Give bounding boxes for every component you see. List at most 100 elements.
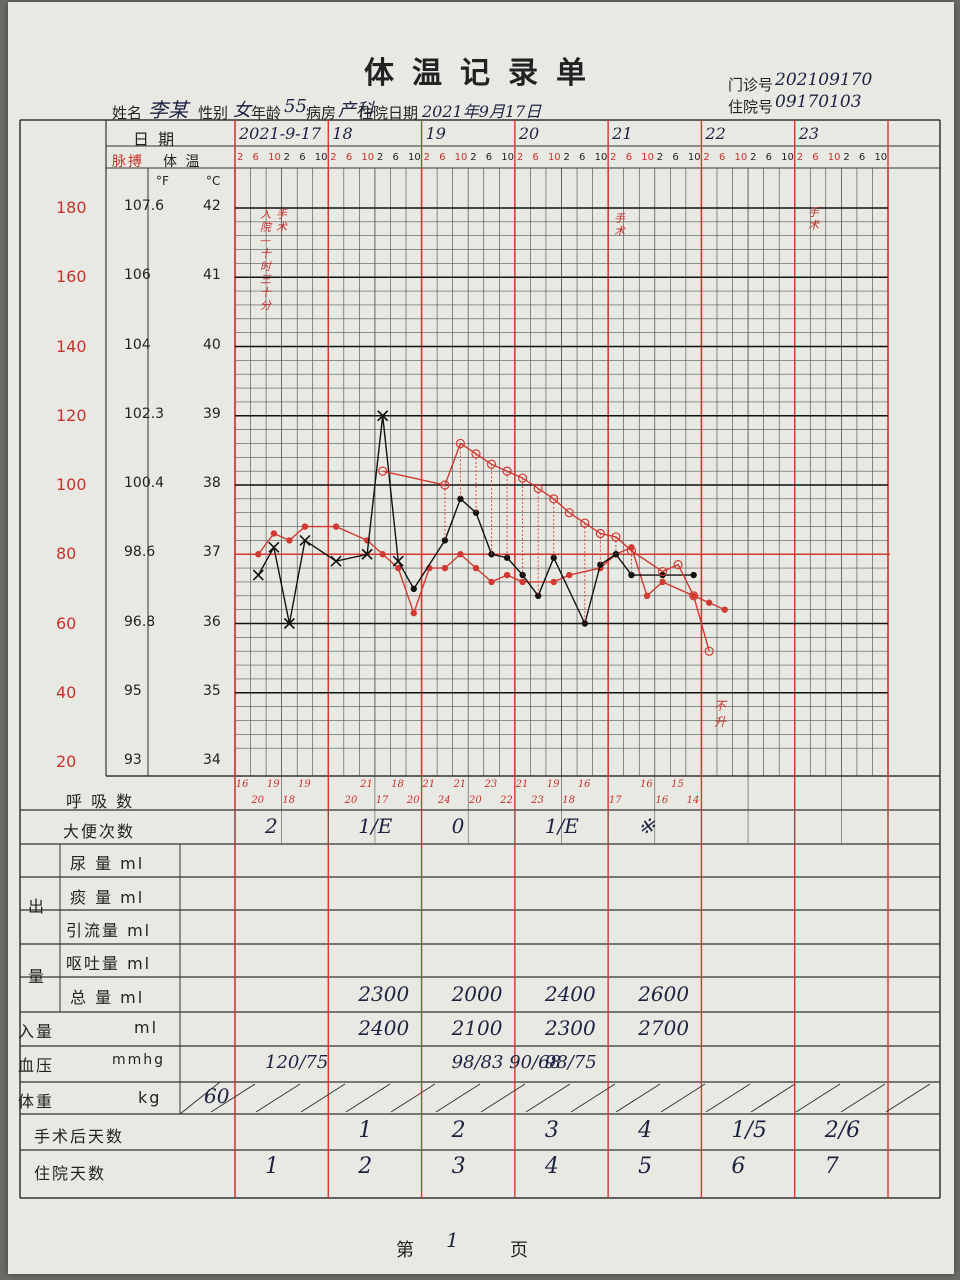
weight-hatch — [390, 1083, 436, 1113]
temperature-point — [410, 585, 417, 593]
pulse-point — [566, 571, 573, 579]
respiration-value: 23 — [484, 779, 498, 790]
date-cell: 19 — [425, 124, 446, 143]
celsius-tick: 41 — [203, 267, 221, 284]
hour-cell: 6 — [812, 152, 819, 163]
surgery-note-2: 手术 — [614, 212, 625, 238]
temperature-point — [377, 410, 389, 422]
intake-label: 入量 — [18, 1022, 55, 1041]
stool-value: ※ — [638, 814, 655, 838]
respiration-value: 19 — [297, 779, 311, 790]
hour-cell: 2 — [237, 152, 244, 163]
fahrenheit-header: °F — [156, 174, 169, 188]
pulse-point — [395, 564, 402, 572]
weight-hatch — [179, 1081, 221, 1115]
pulse-point — [301, 523, 309, 530]
vomit-label: 呕吐量 ml — [66, 954, 152, 973]
pulse-point — [379, 551, 386, 558]
celsius-tick: 39 — [203, 405, 221, 422]
intake-value: 2700 — [638, 1016, 690, 1040]
stool-value: 0 — [451, 814, 465, 838]
temperature-point — [330, 555, 342, 567]
cooling-temp-point — [657, 566, 668, 577]
hour-cell: 6 — [439, 152, 446, 163]
pulse-line — [257, 525, 726, 616]
hospital-day-value: 1 — [265, 1154, 279, 1179]
patient-sex: 女 — [233, 100, 251, 121]
temperature-point — [441, 537, 449, 544]
fahrenheit-tick: 104 — [124, 336, 151, 353]
hour-cell: 6 — [532, 152, 539, 163]
hour-cell: 10 — [641, 152, 654, 163]
pulse-tick: 60 — [56, 613, 77, 633]
clinic-no: 202109170 — [775, 70, 873, 90]
hour-cell: 2 — [376, 152, 384, 163]
stool-value: 2 — [265, 814, 278, 838]
hour-cell: 10 — [454, 152, 468, 163]
respiration-value: 21 — [515, 779, 529, 790]
intake-value: 2100 — [451, 1016, 503, 1040]
fahrenheit-tick: 98.6 — [124, 544, 156, 561]
weight-hatch — [795, 1083, 841, 1113]
admission-note: 入院—十时三十分 — [260, 208, 271, 312]
fahrenheit-tick: 95 — [124, 682, 142, 699]
pulse-point — [332, 523, 340, 530]
celsius-tick: 42 — [203, 198, 221, 214]
total-output-value: 2600 — [638, 982, 690, 1006]
total-output-value: 2300 — [358, 982, 410, 1006]
weight-hatch — [615, 1083, 661, 1113]
pulse-tick: 180 — [56, 198, 87, 217]
ward-label: 病房 — [306, 104, 337, 122]
respiration-value: 20 — [344, 795, 358, 806]
pulse-tick: 160 — [56, 267, 87, 287]
total-output-value: 2000 — [451, 982, 503, 1006]
fahrenheit-tick: 96.8 — [124, 613, 156, 630]
hour-cell: 6 — [765, 152, 772, 163]
weight-hatch — [660, 1083, 706, 1113]
bp-value: 98/75 — [544, 1052, 597, 1073]
hour-cell: 2 — [563, 152, 570, 163]
hour-cell: 6 — [718, 152, 726, 163]
cooling-temp-point — [673, 560, 683, 570]
hour-cell: 2 — [796, 152, 804, 163]
respiration-value: 19 — [266, 779, 280, 790]
pulse-tick: 40 — [56, 682, 77, 702]
celsius-tick: 35 — [203, 682, 221, 699]
celsius-tick: 36 — [203, 613, 221, 630]
temperature-point — [392, 555, 404, 567]
respiration-value: 16 — [640, 779, 653, 790]
temperature-point — [361, 548, 373, 560]
respiration-value: 18 — [391, 779, 404, 790]
pulse-point — [286, 537, 293, 544]
hour-cell: 2 — [703, 152, 710, 163]
hospital-days-label: 住院天数 — [34, 1164, 107, 1183]
hour-cell: 10 — [408, 152, 421, 163]
celsius-tick: 34 — [203, 752, 221, 768]
bp-value: 120/75 — [265, 1052, 329, 1073]
respiration-value: 20 — [468, 795, 482, 806]
weight-hatch — [210, 1083, 256, 1113]
hour-cell: 2 — [750, 152, 757, 163]
weight-hatch — [480, 1083, 526, 1113]
weight-hatch — [705, 1083, 751, 1113]
date-cell: 23 — [798, 124, 820, 143]
respiration-value: 18 — [562, 795, 575, 806]
hour-cell: 6 — [485, 152, 493, 163]
intake-value: 2300 — [544, 1016, 596, 1040]
hour-cell: 10 — [314, 152, 328, 163]
pulse-point — [410, 609, 417, 617]
bp-unit: mmhg — [112, 1052, 166, 1068]
pulse-tick: 120 — [56, 405, 87, 425]
hour-cell: 10 — [734, 152, 748, 163]
sex-label: 性别 — [198, 104, 229, 122]
pulse-point — [270, 530, 278, 537]
weight-hatch — [885, 1083, 931, 1113]
clinic-no-label: 门诊号 — [728, 76, 774, 94]
bp-label: 血压 — [18, 1056, 55, 1075]
date-cell: 20 — [518, 124, 540, 143]
pulse-point — [706, 599, 713, 606]
temperature-point — [503, 554, 511, 561]
respiration-value: 14 — [686, 795, 700, 806]
temp-header: 体 温 — [163, 154, 202, 170]
respiration-value: 21 — [453, 779, 467, 790]
